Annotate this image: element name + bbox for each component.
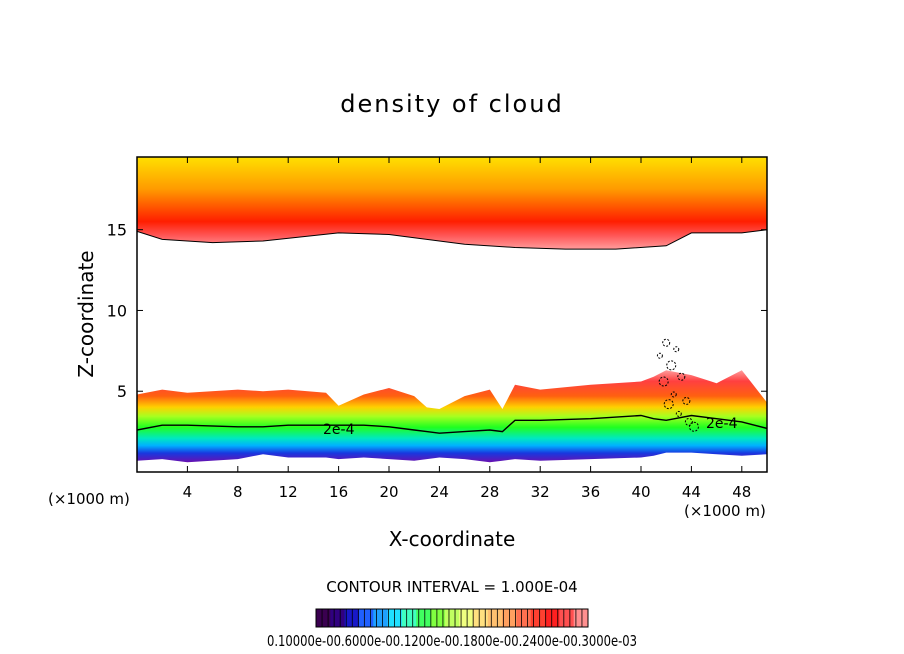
y-tick-label: 5 (117, 382, 127, 401)
upper-cloud-layer (137, 157, 767, 250)
colorbar-swatch (444, 609, 460, 627)
colorbar-swatch (373, 609, 389, 627)
chart-title: density of cloud (340, 90, 563, 118)
colorbar-swatch (416, 609, 432, 627)
colorbar-swatch (573, 609, 589, 627)
colorbar-swatch (330, 609, 346, 627)
y-tick-label: 10 (107, 301, 127, 320)
x-tick-label: 36 (581, 483, 600, 501)
colorbar-swatch (401, 609, 417, 627)
colorbar-swatch (545, 609, 560, 627)
turbulent-contour (688, 421, 699, 432)
x-tick-label: 24 (430, 483, 449, 501)
plot-area (137, 157, 767, 463)
upper-layer-edge-contour (137, 229, 767, 250)
contour-interval-text: CONTOUR INTERVAL = 1.000E-04 (326, 578, 577, 596)
turbulent-contour (675, 410, 682, 417)
x-tick-label: 32 (531, 483, 550, 501)
contour-line-2e-4 (137, 414, 767, 434)
colorbar-swatch (487, 609, 503, 627)
x-tick-label: 8 (233, 483, 243, 501)
y-axis-label: Z-coordinate (74, 250, 98, 377)
turbulent-contour (682, 396, 691, 405)
lower-cloud-layer (137, 370, 767, 463)
colorbar-swatch (358, 609, 374, 627)
colorbar (315, 608, 589, 628)
x-tick-label: 44 (682, 483, 701, 501)
x-tick-label: 4 (183, 483, 193, 501)
x-tick-label: 12 (279, 483, 298, 501)
contour-label-left: 2e-4 (323, 422, 355, 438)
turbulent-contour (663, 399, 674, 410)
colorbar-swatch (530, 609, 546, 627)
x-unit-left: (×1000 m) (48, 490, 130, 508)
colorbar-swatch (430, 609, 446, 627)
colorbar-swatch (459, 609, 474, 627)
colorbar-swatch (516, 609, 532, 627)
turbulent-contour (662, 338, 671, 347)
turbulent-contour (670, 391, 677, 398)
x-axis-ticks: 4 8 12 16 20 24 28 32 36 40 44 48 (183, 157, 751, 501)
x-axis-label: X-coordinate (389, 527, 516, 551)
turbulent-contour (684, 417, 693, 426)
turbulent-contour (666, 360, 677, 371)
colorbar-swatch (387, 609, 403, 627)
turbulent-contour (673, 346, 680, 353)
turbulent-contour (658, 376, 669, 387)
colorbar-swatch (473, 609, 489, 627)
y-axis-ticks: 5 10 15 (107, 221, 767, 401)
plot-frame (136, 156, 768, 473)
colorbar-frame (315, 608, 589, 628)
x-tick-label: 20 (379, 483, 398, 501)
contour-label-right: 2e-4 (706, 416, 738, 432)
x-unit-right: (×1000 m) (684, 502, 766, 520)
colorbar-swatch (316, 609, 331, 627)
turbulent-contour-cluster (656, 338, 699, 432)
x-tick-label: 40 (631, 483, 650, 501)
colorbar-labels: 0.10000e-00.6000e-00.1200e-00.1800e-00.2… (267, 632, 637, 650)
y-tick-label: 15 (107, 221, 127, 240)
turbulent-contour (656, 352, 663, 359)
turbulent-contour (677, 372, 686, 381)
x-tick-label: 16 (329, 483, 348, 501)
x-tick-label: 28 (480, 483, 499, 501)
x-tick-label: 48 (732, 483, 751, 501)
colorbar-swatch (559, 609, 575, 627)
